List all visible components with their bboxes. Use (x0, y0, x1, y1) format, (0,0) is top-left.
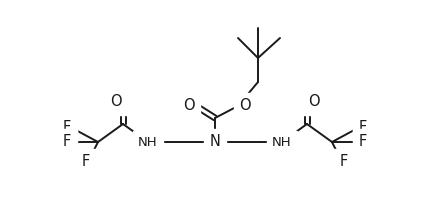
Text: O: O (110, 95, 122, 110)
Text: F: F (82, 155, 90, 170)
Text: F: F (340, 155, 348, 170)
Text: F: F (63, 134, 71, 149)
Text: F: F (63, 120, 71, 135)
Text: N: N (209, 134, 221, 149)
Text: O: O (239, 99, 251, 113)
Text: O: O (308, 95, 320, 110)
Text: NH: NH (272, 137, 292, 149)
Text: F: F (359, 134, 367, 149)
Text: NH: NH (138, 137, 158, 149)
Text: O: O (183, 99, 195, 113)
Text: F: F (359, 120, 367, 135)
